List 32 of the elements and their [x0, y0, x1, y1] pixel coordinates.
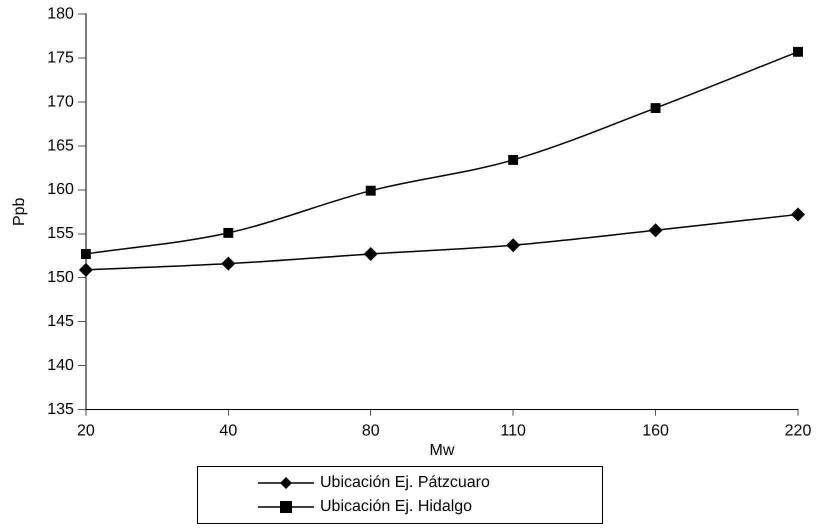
y-tick-label: 170 [47, 93, 74, 110]
y-axis-title: Ppb [11, 197, 28, 226]
point [793, 46, 803, 57]
legend-label: Ubicación Ej. Hidalgo [320, 498, 472, 516]
point [221, 256, 236, 271]
point [364, 247, 378, 261]
y-tick-label: 175 [47, 49, 74, 66]
y-tick-label: 180 [47, 5, 74, 22]
point [366, 186, 376, 196]
point [650, 103, 661, 114]
y-tick-label: 165 [47, 137, 74, 154]
point [791, 207, 805, 222]
point [78, 262, 93, 277]
legend-label: Ubicación Ej. Pátzcuaro [320, 474, 490, 492]
x-axis-title: Mw [430, 442, 455, 459]
x-tick-label: 20 [76, 422, 95, 440]
point [648, 223, 663, 238]
x-tick-label: 110 [500, 422, 526, 440]
x-tick-label: 160 [642, 422, 670, 440]
x-tick-label: 80 [362, 422, 380, 440]
y-tick-label: 155 [47, 225, 74, 242]
x-tick-label: 220 [784, 422, 812, 440]
point [506, 238, 520, 252]
y-tick-label: 160 [47, 181, 74, 198]
point [508, 154, 518, 165]
y-tick-label: 150 [47, 269, 74, 286]
y-tick-label: 145 [47, 313, 74, 330]
y-tick-label: 135 [47, 401, 74, 418]
point [80, 249, 91, 259]
y-tick-label: 140 [47, 357, 74, 374]
point [223, 228, 234, 238]
x-tick-label: 40 [219, 422, 238, 440]
